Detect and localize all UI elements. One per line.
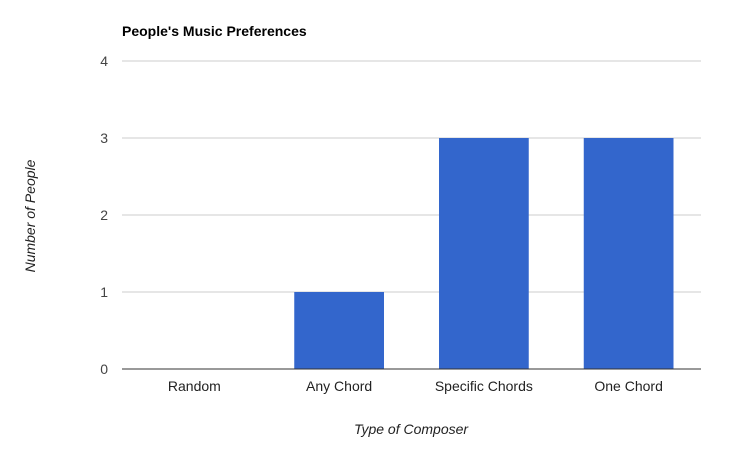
y-axis-ticks: 0 1 2 3 4 (100, 53, 108, 377)
y-tick-label: 0 (100, 361, 108, 377)
x-category-label: Specific Chords (435, 378, 533, 394)
x-category-label: One Chord (594, 378, 662, 394)
y-tick-label: 4 (100, 53, 108, 69)
x-category-label: Any Chord (306, 378, 372, 394)
bar (294, 292, 384, 369)
chart-title: People's Music Preferences (122, 23, 307, 39)
y-axis-title: Number of People (22, 159, 38, 272)
bar (439, 138, 529, 369)
bars (294, 138, 674, 369)
x-axis-categories: Random Any Chord Specific Chords One Chord (168, 378, 663, 394)
x-axis-title: Type of Composer (354, 421, 469, 437)
y-tick-label: 1 (100, 284, 108, 300)
bar (583, 138, 674, 369)
y-tick-label: 3 (100, 130, 108, 146)
y-tick-label: 2 (100, 207, 108, 223)
x-category-label: Random (168, 378, 221, 394)
